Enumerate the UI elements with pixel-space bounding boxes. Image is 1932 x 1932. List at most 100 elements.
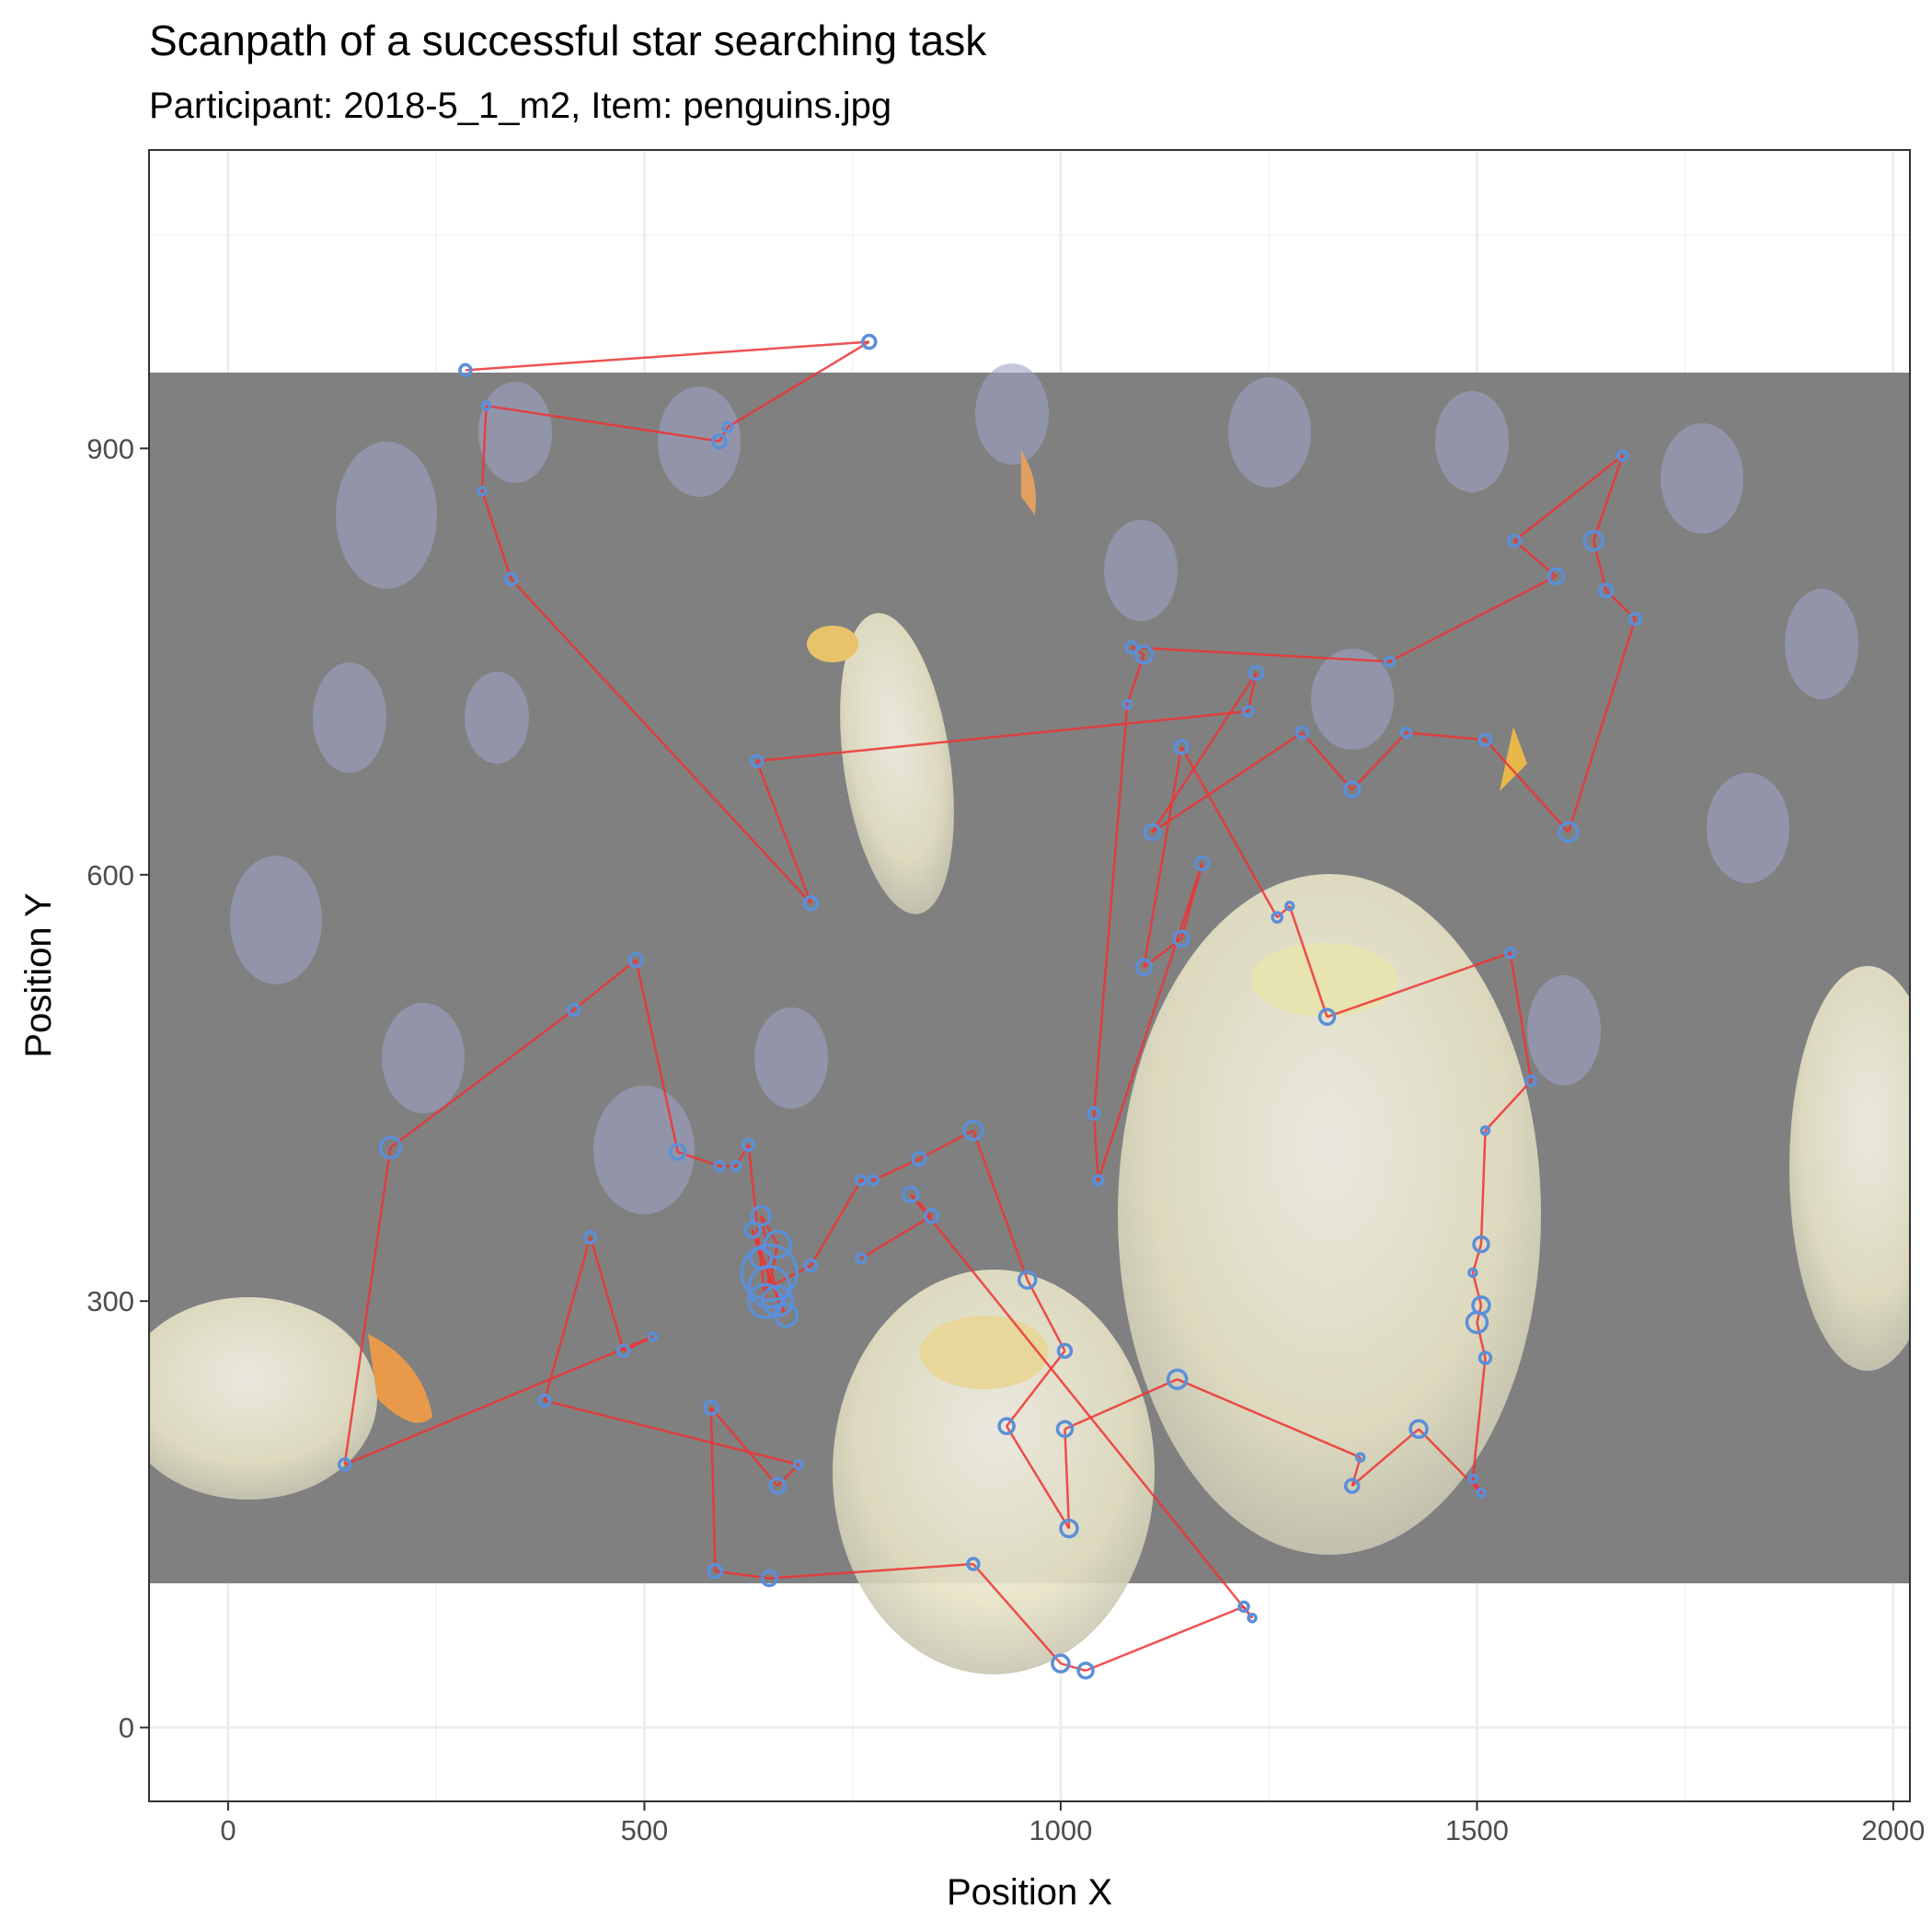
chart-title: Scanpath of a successful star searching … (149, 17, 987, 64)
fixation-points (337, 333, 1643, 1680)
scanpath-segment (343, 1147, 392, 1466)
fixation-point (923, 1207, 940, 1225)
fixation-point (1582, 530, 1604, 552)
fixation-point (867, 1174, 880, 1187)
scanpath-segment (1179, 863, 1203, 939)
scanpath-segment (760, 1214, 779, 1246)
fixation-point (707, 1563, 724, 1580)
x-axis-title: Position X (947, 1872, 1112, 1913)
fixation-point (911, 1151, 927, 1167)
x-tick-label: 0 (220, 1814, 236, 1846)
scanpath-segment (1143, 746, 1183, 968)
scanpath-segment (910, 1193, 1254, 1619)
scanpath-segment (1092, 1113, 1099, 1181)
fixation-point (1399, 726, 1413, 740)
fixation-point (741, 1137, 756, 1153)
fixation-point (1124, 639, 1139, 655)
scanpath-segment (544, 1399, 799, 1466)
scanpath-segment (1479, 1130, 1487, 1245)
fixation-point (1343, 1478, 1361, 1494)
scanpath-segment (543, 1236, 592, 1401)
scanpath-segment (589, 1236, 626, 1351)
scanpath-segment (1085, 1605, 1245, 1673)
fixation-point (861, 333, 878, 351)
fixation-point (803, 1258, 819, 1273)
fixation-point (1409, 1419, 1429, 1440)
scanpath-segment (1484, 1079, 1533, 1132)
fixation-point (1342, 780, 1362, 799)
fixation-point (1133, 644, 1155, 665)
x-tick-label: 2000 (1861, 1814, 1925, 1846)
fixation-point (1076, 1662, 1095, 1680)
scanpath-segment (1064, 1429, 1071, 1529)
fixation-point (337, 1457, 352, 1472)
scanpath-segment (1513, 539, 1558, 578)
scanpath-segment (1471, 1357, 1487, 1479)
scanpath-segment (1388, 575, 1557, 663)
scanpath-segment (1513, 454, 1624, 542)
scanpath-segment (572, 959, 638, 1011)
fixation-point (1055, 1420, 1075, 1439)
scanpath-segment (709, 1407, 779, 1487)
fixation-point (582, 1229, 598, 1245)
scanpath-segment (486, 404, 720, 443)
scanpath-segment (1006, 1350, 1066, 1427)
x-tick-label: 1500 (1445, 1814, 1509, 1846)
fixation-point (1627, 612, 1643, 627)
scanpath-segment (1592, 454, 1624, 542)
scanpath-segment (764, 1272, 771, 1302)
fixation-point (740, 1243, 799, 1303)
fixation-point (1248, 664, 1265, 682)
fixation-point (802, 894, 820, 912)
chart-subtitle: Participant: 2018-5_1_m2, Item: penguins… (149, 86, 891, 126)
fixation-point (1472, 1235, 1490, 1254)
fixation-point (1194, 855, 1211, 872)
fixation-point (713, 1159, 726, 1173)
scanpath-segment (465, 340, 869, 372)
fixation-point (1294, 725, 1310, 741)
fixation-point (711, 432, 728, 450)
fixation-point (962, 1120, 984, 1142)
fixation-point (730, 1159, 742, 1173)
scanpath-segment (1484, 739, 1570, 834)
scanpath-segment (1509, 952, 1533, 1082)
fixation-point (458, 362, 473, 378)
scanpath-segment (1026, 1279, 1066, 1351)
scanpath-segment (1151, 672, 1258, 834)
scanpath-segment (727, 340, 870, 429)
fixation-point (1317, 1007, 1337, 1027)
fixation-point (1467, 1267, 1478, 1279)
fixation-point (1616, 449, 1629, 462)
fixation-point (750, 1204, 772, 1227)
fixation-point (668, 1143, 687, 1161)
scanpath-segment (1006, 1425, 1071, 1530)
penguin-photo-background (149, 363, 1910, 1674)
fixation-point (566, 1002, 581, 1018)
fixation-point (1173, 739, 1190, 755)
scanpath-segment (1180, 746, 1279, 918)
fixation-point (1051, 1653, 1071, 1673)
scanpath-segment (510, 578, 812, 904)
scanpath-segment (756, 709, 1248, 763)
scanpath-segment (389, 1008, 575, 1149)
fixation-point (997, 1417, 1016, 1435)
fixation-point (854, 1174, 868, 1187)
scanpath-segment (344, 1335, 653, 1466)
fixation-point (1091, 1174, 1105, 1187)
scanpath-segment (1351, 1428, 1420, 1488)
fixation-point (1354, 1452, 1366, 1463)
fixation-point (1503, 947, 1517, 960)
fixation-point (477, 485, 488, 497)
fixation-point (1476, 1488, 1487, 1499)
fixation-point (1134, 958, 1154, 976)
fixation-point (793, 1459, 804, 1470)
scanpath-segment (1151, 731, 1304, 834)
fixation-point (703, 1399, 719, 1416)
scanpath-segment (768, 1264, 812, 1288)
fixation-point (721, 420, 734, 433)
fixation-point (760, 1569, 778, 1588)
y-tick-label: 0 (119, 1712, 134, 1744)
x-tick-label: 1000 (1029, 1814, 1092, 1846)
fixation-point (746, 1282, 784, 1319)
fixation-point (1121, 698, 1133, 710)
